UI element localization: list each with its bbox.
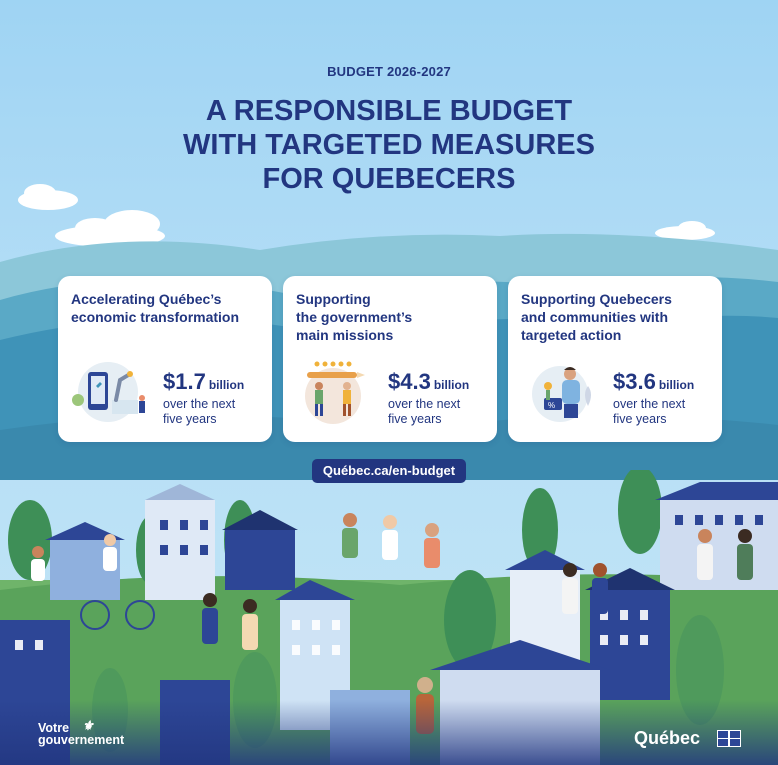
amount-unit: billion bbox=[658, 378, 695, 392]
amount-value: $1.7 bbox=[163, 369, 206, 394]
funding-amount: $3.6 billion bbox=[613, 369, 694, 395]
title-line: WITH TARGETED MEASURES bbox=[183, 129, 595, 161]
title-line: A RESPONSIBLE BUDGET bbox=[205, 95, 573, 127]
period-line: over the next bbox=[613, 397, 686, 411]
amount-value: $3.6 bbox=[613, 369, 656, 394]
card-title-line: main missions bbox=[296, 327, 394, 343]
title-line: FOR QUEBECERS bbox=[262, 163, 516, 195]
people-pencil-stars-icon bbox=[305, 361, 365, 424]
quebec-flag-icon bbox=[717, 730, 741, 747]
footer-band bbox=[0, 700, 778, 765]
card-title-line: Supporting Quebecers bbox=[521, 291, 672, 307]
budget-year-label: BUDGET 2026-2027 bbox=[327, 64, 451, 79]
card-title: Accelerating Québec’s economic transform… bbox=[71, 290, 262, 326]
funding-period: over the next five years bbox=[613, 397, 685, 427]
card-government-missions: Supporting the government’s main mission… bbox=[283, 276, 497, 442]
funding-amount: $1.7 billion bbox=[163, 369, 244, 395]
funding-period: over the next five years bbox=[388, 397, 460, 427]
period-line: five years bbox=[163, 412, 217, 426]
card-targeted-action: Supporting Quebecers and communities wit… bbox=[508, 276, 722, 442]
robot-arm-phone-icon bbox=[72, 362, 145, 422]
card-title-line: and communities with bbox=[521, 309, 669, 325]
quebec-logo: Québec bbox=[634, 728, 701, 748]
card-title: Supporting the government’s main mission… bbox=[296, 290, 487, 344]
card-title: Supporting Quebecers and communities wit… bbox=[521, 290, 712, 344]
period-line: over the next bbox=[388, 397, 461, 411]
fleur-de-lis-icon: ⚜ bbox=[82, 718, 94, 733]
card-title-line: targeted action bbox=[521, 327, 622, 343]
period-line: five years bbox=[613, 412, 667, 426]
card-title-line: the government’s bbox=[296, 309, 413, 325]
card-economic-transformation: Accelerating Québec’s economic transform… bbox=[58, 276, 272, 442]
amount-value: $4.3 bbox=[388, 369, 431, 394]
funding-amount: $4.3 billion bbox=[388, 369, 469, 395]
card-title-line: Supporting bbox=[296, 291, 371, 307]
period-line: five years bbox=[388, 412, 442, 426]
votre-gouvernement-logo: Votre gouvernement ⚜ bbox=[38, 718, 125, 747]
svg-text:%: % bbox=[548, 401, 555, 410]
period-line: over the next bbox=[163, 397, 236, 411]
amount-unit: billion bbox=[208, 378, 245, 392]
amount-unit: billion bbox=[433, 378, 470, 392]
budget-link[interactable]: Québec.ca/en-budget bbox=[312, 459, 466, 483]
person-with-plant-icon: % bbox=[532, 366, 591, 422]
funding-period: over the next five years bbox=[163, 397, 235, 427]
card-title-line: Accelerating Québec’s bbox=[71, 291, 222, 307]
card-title-line: economic transformation bbox=[71, 309, 240, 325]
logo-line: gouvernement bbox=[38, 733, 125, 747]
page-title: A RESPONSIBLE BUDGET WITH TARGETED MEASU… bbox=[0, 94, 778, 196]
logo-line: Votre bbox=[38, 721, 70, 735]
